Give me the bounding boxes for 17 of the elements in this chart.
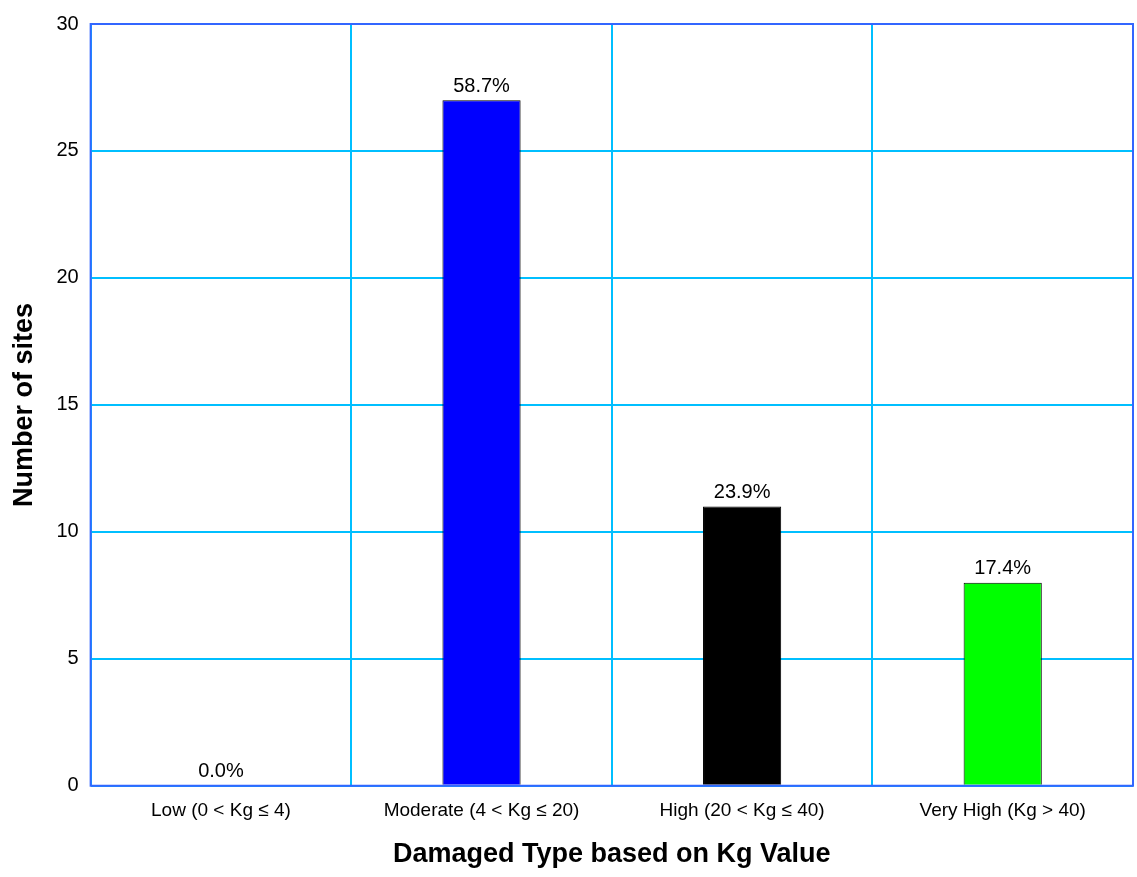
y-tick-label: 20 bbox=[56, 265, 79, 288]
y-tick-label: 10 bbox=[56, 519, 79, 542]
y-tick-label: 30 bbox=[56, 11, 79, 34]
y-tick-label: 5 bbox=[67, 646, 79, 669]
x-tick-label: High (20 < Kg ≤ 40) bbox=[659, 799, 825, 821]
x-tick-label: Moderate (4 < Kg ≤ 20) bbox=[383, 799, 580, 821]
y-tick-label: 15 bbox=[56, 392, 79, 415]
y-tick-label: 25 bbox=[56, 138, 79, 161]
x-tick-label: Very High (Kg > 40) bbox=[919, 799, 1086, 821]
x-tick-label: Low (0 < Kg ≤ 4) bbox=[151, 799, 291, 821]
annotation: 58.7% bbox=[453, 73, 511, 96]
annotation: 0.0% bbox=[198, 759, 244, 782]
annotation: 17.4% bbox=[974, 556, 1032, 579]
y-axis-title: Number of sites bbox=[7, 302, 38, 507]
x-axis-title: Damaged Type based on Kg Value bbox=[393, 838, 831, 869]
annotation: 23.9% bbox=[713, 479, 771, 502]
y-tick-label: 0 bbox=[67, 773, 79, 796]
